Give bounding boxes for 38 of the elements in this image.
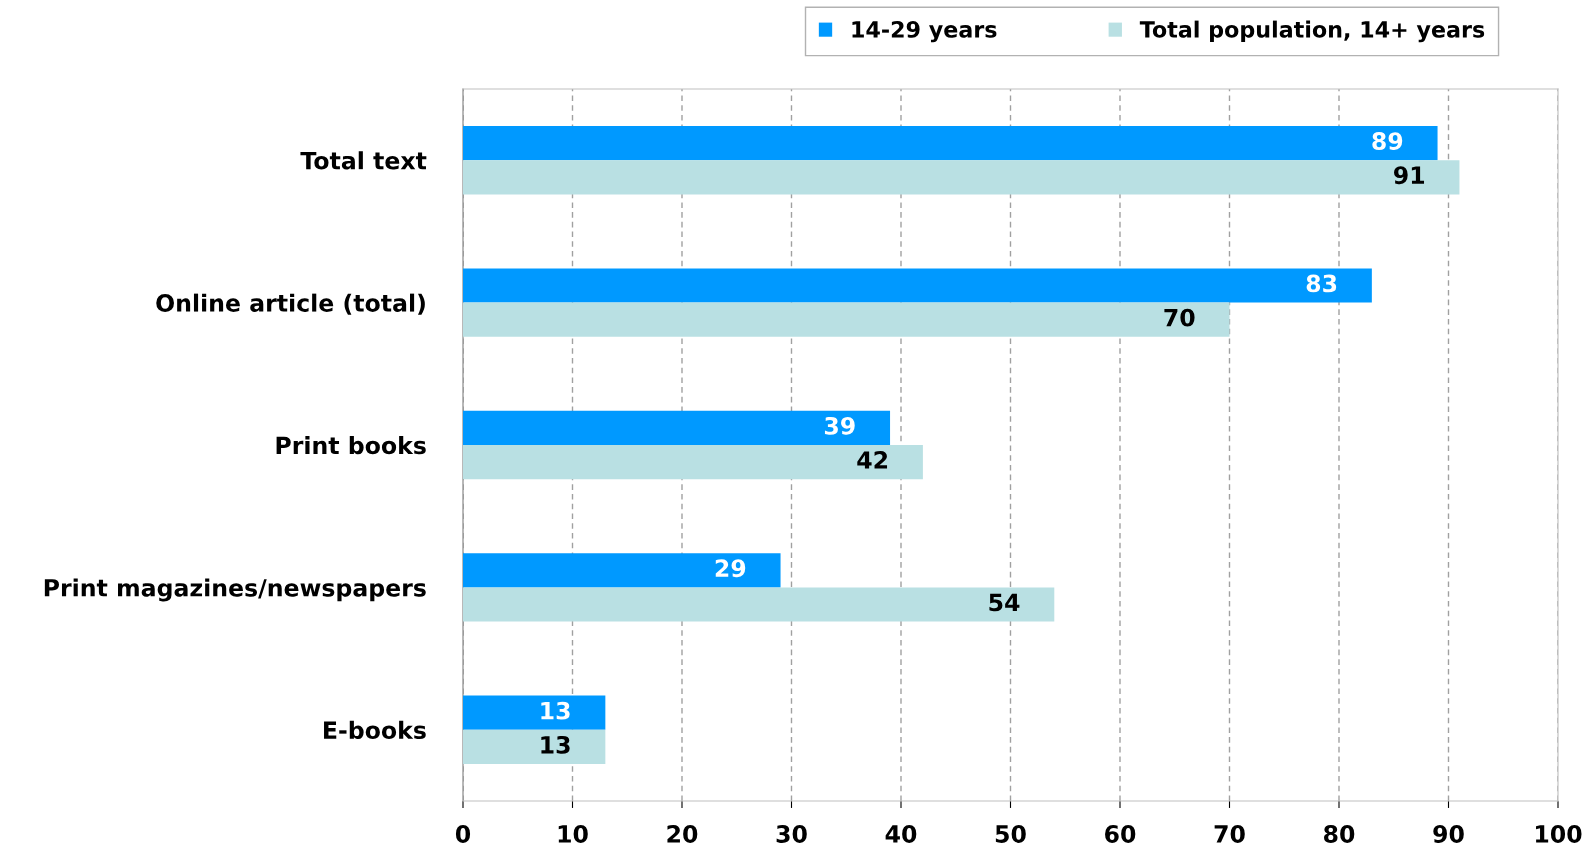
legend-label: 14-29 years [852,21,997,43]
x-tick-label: 100 [1536,825,1582,843]
y-tick-label: Online article (total) [156,293,425,315]
bar [463,587,1055,622]
data-label: 89 [1372,132,1403,150]
data-label: 39 [824,416,855,435]
bar [463,445,923,480]
bar [463,302,1230,337]
y-tick-label: Print books [276,436,426,455]
data-label: 29 [715,559,746,578]
x-tick-label: 0 [455,825,471,843]
data-label: 13 [541,701,570,720]
x-tick-label: 60 [1105,825,1136,843]
bar [463,126,1438,161]
x-tick-label: 10 [558,825,588,843]
y-tick-label: Total text [300,151,427,170]
data-label: 13 [541,735,570,754]
x-tick-label: 20 [667,825,698,843]
bar [463,160,1460,195]
x-tick-label: 30 [776,825,807,843]
data-label: 83 [1306,274,1337,293]
bar [463,410,891,445]
data-label: 42 [857,451,888,469]
x-tick-label: 40 [885,825,917,843]
x-tick-label: 90 [1433,825,1464,843]
bar [463,729,606,764]
bar [463,695,606,730]
bar [463,553,781,588]
bar [463,268,1372,303]
data-label: 54 [989,593,1020,612]
x-tick-label: 70 [1214,825,1245,843]
y-tick-label: Print magazines/newspapers [44,578,426,602]
x-tick-label: 80 [1324,825,1355,843]
data-label: 91 [1394,166,1425,185]
y-tick-label: E-books [324,720,426,740]
data-label: 70 [1164,308,1195,327]
legend-label: Total population, 14+ years [1139,20,1485,43]
x-tick-label: 50 [995,825,1026,843]
